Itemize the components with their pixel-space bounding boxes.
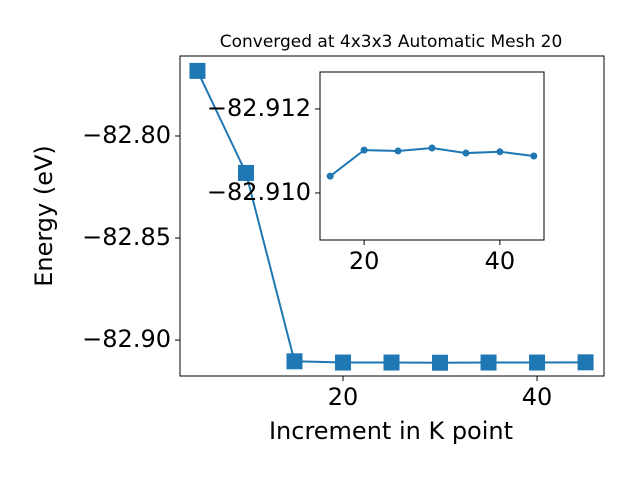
data-point (394, 147, 402, 155)
x-tick-label: 20 (328, 383, 359, 411)
data-point (529, 354, 546, 371)
data-point (496, 148, 504, 156)
y-tick-label: −82.910 (207, 178, 311, 206)
data-point (383, 354, 400, 371)
y-tick-label: −82.90 (82, 325, 171, 353)
data-point (286, 353, 303, 370)
axes-frame (179, 55, 605, 377)
data-point (428, 144, 436, 152)
data-point (360, 146, 368, 154)
x-tick-label: 40 (485, 247, 516, 275)
y-tick-label: −82.80 (82, 121, 171, 149)
data-point (335, 354, 352, 371)
data-point (432, 354, 449, 371)
y-tick-label: −82.912 (207, 94, 311, 122)
y-tick-label: −82.85 (82, 223, 171, 251)
data-point (462, 149, 470, 157)
data-point (577, 354, 594, 371)
data-point (189, 62, 206, 79)
data-point (326, 172, 334, 180)
x-axis-label: Increment in K point (269, 417, 513, 445)
data-point (237, 164, 254, 181)
axes-frame (319, 71, 545, 241)
y-axis-label: Energy (eV) (30, 145, 58, 287)
chart-title: Converged at 4x3x3 Automatic Mesh 20 (220, 32, 563, 52)
x-tick-label: 20 (349, 247, 380, 275)
data-point (530, 152, 538, 160)
data-point (480, 354, 497, 371)
x-tick-label: 40 (522, 383, 553, 411)
